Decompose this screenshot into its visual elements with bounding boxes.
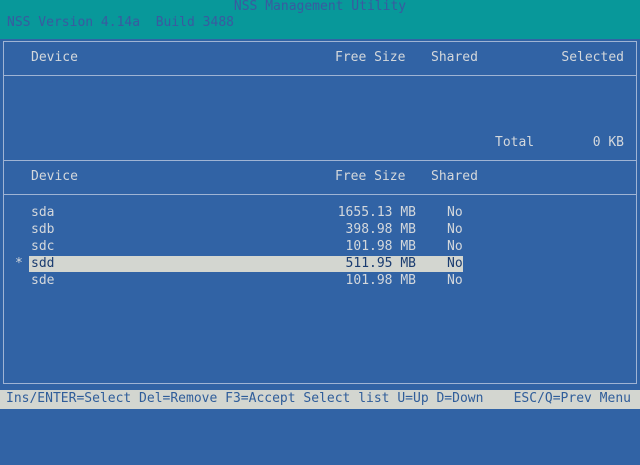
divider: [3, 75, 637, 76]
total-label: Total: [495, 135, 535, 150]
device-name: sdc: [31, 239, 55, 254]
esc-help: ESC/Q=Prev Menu: [513, 391, 631, 406]
selected-panel: Device Free Size Shared Selected Total 0…: [0, 50, 640, 255]
col-device: Device: [31, 50, 78, 65]
shared-value: No: [447, 273, 463, 288]
main-frame: [3, 41, 637, 384]
app-title: NSS Management Utility: [233, 0, 407, 14]
device-row[interactable]: sde 101.98 MB No: [29, 273, 463, 289]
device-name: sda: [31, 205, 55, 220]
device-row[interactable]: sda 1655.13 MB No: [29, 205, 463, 221]
device-name: sdb: [31, 222, 55, 237]
key-help: Ins/ENTER=Select Del=Remove F3=Accept Se…: [6, 391, 484, 406]
shared-value: No: [447, 222, 463, 237]
divider: [3, 194, 637, 195]
col-selected: Selected: [561, 50, 624, 65]
total-value: 0 KB: [592, 135, 624, 150]
shared-value: No: [447, 239, 463, 254]
free-size: 511.95 MB: [345, 256, 416, 271]
shared-value: No: [447, 205, 463, 220]
col-shared: Shared: [431, 169, 478, 184]
col-free-size: Free Size: [335, 169, 406, 184]
free-size: 101.98 MB: [345, 273, 416, 288]
device-row[interactable]: sdd 511.95 MB No: [29, 256, 463, 272]
device-name: sde: [31, 273, 55, 288]
version-label: NSS Version 4.14a Build 3488: [7, 15, 234, 30]
device-row[interactable]: sdc 101.98 MB No: [29, 239, 463, 255]
col-shared: Shared: [431, 50, 478, 65]
free-size: 101.98 MB: [345, 239, 416, 254]
title-bar: NSS Management Utility NSS Version 4.14a…: [0, 0, 640, 39]
free-size: 398.98 MB: [345, 222, 416, 237]
free-size: 1655.13 MB: [337, 205, 416, 220]
shared-value: No: [447, 256, 463, 271]
divider: [3, 160, 637, 161]
selection-marker: *: [15, 256, 23, 271]
col-device: Device: [31, 169, 78, 184]
device-panel: Device Free Size Shared sda 1655.13 MB No s…: [0, 169, 640, 375]
col-free-size: Free Size: [335, 50, 406, 65]
device-row[interactable]: sdb 398.98 MB No: [29, 222, 463, 238]
status-bar: Ins/ENTER=Select Del=Remove F3=Accept Se…: [0, 390, 640, 409]
device-name: sdd: [31, 256, 55, 271]
